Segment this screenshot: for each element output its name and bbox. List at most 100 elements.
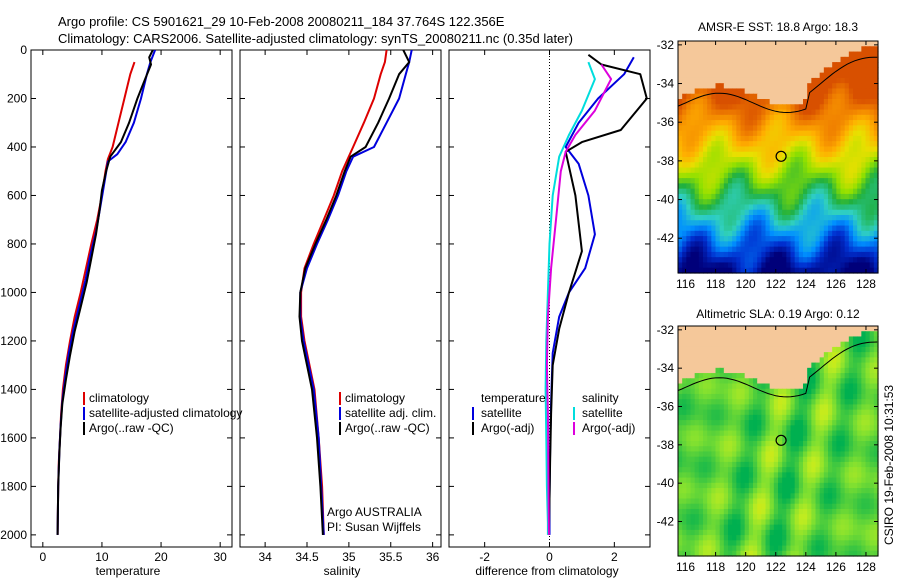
map-cell (715, 420, 721, 426)
map-cell (865, 336, 871, 343)
map-cell (694, 493, 700, 500)
map-cell (711, 535, 717, 541)
map-cell (819, 178, 825, 184)
map-cell (844, 172, 850, 179)
map-cell (873, 135, 879, 142)
map-cell (765, 514, 771, 521)
map-cell (819, 519, 825, 526)
map-cell (773, 157, 779, 163)
map-cell (753, 193, 758, 200)
map-cell (736, 77, 742, 84)
map-cell (686, 393, 692, 400)
map-cell (778, 172, 783, 179)
map-cell (690, 77, 696, 84)
map-cell (707, 141, 712, 148)
map-cell (782, 493, 787, 500)
map-cell (790, 414, 796, 421)
map-cell (782, 519, 787, 526)
map-cell (790, 230, 796, 237)
map-cell (815, 51, 821, 58)
map-cell (711, 357, 717, 364)
map-cell (861, 514, 867, 521)
map-cell (748, 488, 754, 494)
map-cell (848, 540, 854, 547)
map-cell (757, 550, 762, 557)
map-cell (753, 120, 758, 126)
map-cell (807, 352, 812, 358)
map-cell (869, 120, 875, 126)
map-cell (873, 420, 879, 426)
map-cell (715, 414, 721, 421)
map-cell (715, 508, 721, 515)
map-cell (769, 409, 775, 416)
map-cell (828, 550, 833, 557)
map-cell (853, 146, 858, 153)
map-cell (694, 83, 700, 90)
map-cell (790, 225, 796, 232)
map-cell (844, 99, 850, 105)
map-cell (819, 472, 825, 479)
map-cell (723, 225, 729, 232)
map-cell (819, 62, 825, 68)
map-cell (682, 172, 687, 179)
map-cell (828, 477, 833, 484)
map-cell (761, 435, 767, 442)
map-cell (686, 257, 692, 264)
map-cell (698, 130, 704, 137)
map-cell (769, 215, 775, 221)
map-cell (690, 125, 696, 132)
map-cell (678, 435, 683, 442)
map-cell (869, 493, 875, 500)
map-cell (753, 535, 758, 541)
map-cell (757, 524, 762, 531)
map-cell (790, 331, 796, 338)
map-cell (736, 441, 742, 447)
map-cell (723, 209, 729, 216)
map-cell (844, 535, 850, 541)
map-cell (778, 46, 783, 53)
map-cell (753, 88, 758, 95)
map-cell (682, 540, 687, 547)
map-cell (865, 56, 871, 63)
map-cell (786, 130, 792, 137)
map-cell (711, 545, 717, 552)
x-tick-label: 30 (213, 550, 227, 564)
map-cell (836, 120, 842, 126)
map-cell (840, 225, 846, 232)
map-cell (736, 540, 742, 547)
map-cell (761, 529, 767, 536)
map-cell (703, 230, 708, 237)
map-cell (690, 178, 696, 184)
map-cell (765, 482, 771, 489)
map-cell (690, 72, 696, 79)
map-cell (832, 225, 837, 232)
map-cell (711, 146, 717, 153)
map-cell (769, 425, 775, 432)
map-cell (723, 46, 729, 53)
map-cell (786, 420, 792, 426)
map-cell (744, 51, 750, 58)
map-cell (740, 508, 746, 515)
map-cell (719, 72, 725, 79)
map-cell (840, 262, 846, 269)
map-cell (832, 498, 837, 505)
map-cell (694, 167, 700, 174)
map-cell (773, 104, 779, 111)
map-cell (773, 236, 779, 242)
map-cell (798, 409, 804, 416)
map-cell (757, 503, 762, 510)
map-cell (761, 498, 767, 505)
map-cell (773, 493, 779, 500)
map-cell (769, 130, 775, 137)
map-cell (807, 199, 812, 206)
map-cell (703, 488, 708, 494)
map-cell (748, 67, 754, 74)
map-cell (732, 41, 737, 47)
map-cell (786, 514, 792, 521)
map-cell (769, 508, 775, 515)
map-cell (823, 125, 829, 132)
map-cell (803, 352, 808, 358)
map-cell (803, 241, 808, 248)
map-cell (857, 357, 862, 364)
map-cell (740, 46, 746, 53)
